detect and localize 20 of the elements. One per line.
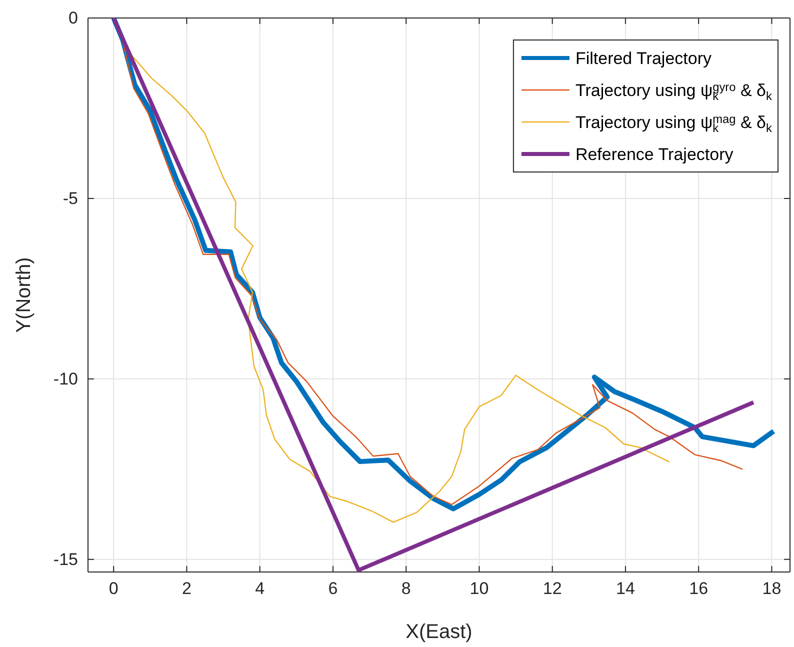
- x-tick-label: 14: [616, 579, 635, 598]
- x-tick-label: 10: [470, 579, 489, 598]
- y-tick-label: 0: [68, 8, 78, 28]
- x-tick-label: 4: [255, 579, 265, 598]
- x-axis-title: X(East): [406, 621, 472, 643]
- x-tick-label: 0: [108, 579, 118, 598]
- x-tick-label: 12: [542, 579, 562, 598]
- y-tick-label: -10: [53, 369, 78, 388]
- y-axis-title: Y(North): [13, 257, 35, 333]
- legend-label: Trajectory using ψ$_{k}$$^{gyro}$ & δ$_{k}$: [575, 80, 772, 104]
- y-tick-label: -15: [53, 550, 78, 569]
- x-tick-label: 16: [689, 579, 708, 598]
- legend-label: Filtered Trajectory: [575, 49, 712, 68]
- x-tick-label: 6: [328, 579, 338, 598]
- legend-label: Trajectory using ψ$_{k}$$^{mag}$ & δ$_{k}$: [575, 112, 772, 136]
- x-tick-label: 18: [762, 579, 782, 598]
- legend-label: Reference Trajectory: [575, 145, 734, 164]
- x-tick-label: 8: [401, 579, 411, 598]
- x-tick-label: 2: [182, 579, 192, 598]
- y-tick-label: -5: [62, 188, 78, 208]
